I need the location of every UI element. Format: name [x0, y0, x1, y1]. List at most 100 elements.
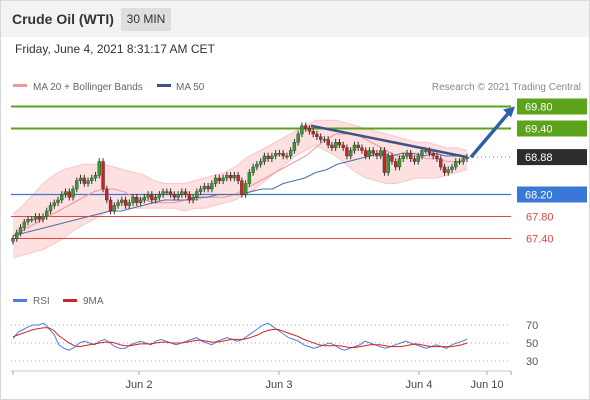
candle-body — [161, 191, 165, 195]
candle-body — [146, 194, 150, 198]
candle-body — [330, 144, 334, 148]
candle-body — [71, 188, 75, 198]
timeframe-button[interactable]: 30 MIN — [121, 8, 171, 31]
candle-body — [101, 161, 105, 190]
candle-body — [217, 177, 222, 181]
x-tick-label: Jun 4 — [406, 379, 433, 391]
header-bar: Crude Oil (WTI) 30 MIN — [1, 1, 589, 37]
level-label-68-20: 68.20 — [525, 190, 553, 202]
rsi-panel: 70 50 30 — [11, 320, 538, 368]
candle-body — [356, 144, 360, 148]
level-label-69-80: 69.80 — [525, 102, 553, 114]
level-label-box-69-80 — [517, 98, 587, 115]
candle-body — [341, 144, 345, 148]
ma20-legend-swatch — [13, 84, 27, 87]
bollinger-upper-line — [12, 119, 468, 215]
candle-body — [33, 216, 38, 220]
candle-body — [45, 210, 49, 217]
candle-body — [292, 142, 297, 151]
candle-body — [15, 232, 19, 239]
candle-body — [266, 155, 270, 159]
candlesticks — [11, 122, 469, 245]
instrument-title: Crude Oil (WTI) — [12, 11, 114, 27]
candle-body — [439, 158, 443, 168]
candle-body — [371, 150, 375, 154]
forecast-arrow-shaft — [469, 111, 511, 159]
candle-body — [63, 191, 68, 195]
rsi-tick-label-30: 30 — [526, 356, 538, 368]
ma20-line — [12, 133, 468, 237]
candle-body — [198, 188, 203, 192]
rsi-tick-label-50: 50 — [526, 338, 538, 350]
candle-body — [258, 161, 263, 165]
candle-body — [281, 153, 285, 157]
level-label-67-80: 67.80 — [526, 212, 554, 224]
candle-body — [315, 133, 319, 137]
candle-body — [11, 238, 15, 242]
candle-body — [277, 153, 282, 155]
candle-body — [172, 194, 177, 198]
candle-body — [262, 155, 267, 162]
candle-body — [41, 216, 45, 220]
candle-body — [243, 183, 248, 195]
candle-body — [236, 175, 240, 181]
candle-body — [30, 219, 34, 221]
rsi-tick-label-70: 70 — [526, 320, 538, 332]
candle-body — [333, 142, 338, 148]
candle-body — [386, 155, 390, 173]
candle-body — [446, 169, 450, 173]
trendline — [310, 124, 468, 159]
candle-body — [348, 150, 353, 157]
candle-body — [273, 153, 278, 157]
candle-body — [127, 202, 132, 206]
ma50-legend-label: MA 50 — [176, 82, 205, 93]
candle-body — [221, 177, 225, 181]
candle-body — [116, 202, 120, 206]
candle-body — [225, 175, 229, 179]
ma50-legend-swatch — [157, 84, 171, 87]
bollinger-fill — [13, 120, 467, 258]
level-label-box-69-40 — [517, 120, 587, 137]
candle-body — [450, 166, 454, 170]
candle-body — [442, 166, 447, 173]
candle-body — [285, 155, 289, 158]
level-label-box-68-20 — [517, 186, 587, 203]
candle-body — [409, 153, 413, 159]
candle-body — [431, 153, 435, 157]
rsi-legend-swatch — [13, 299, 27, 302]
candle-body — [138, 199, 143, 203]
candle-body — [420, 150, 424, 157]
level-label-69-40: 69.40 — [525, 124, 553, 136]
candle-body — [457, 161, 462, 163]
candle-body — [397, 158, 402, 168]
candle-body — [18, 227, 23, 234]
candle-body — [307, 128, 312, 132]
bollinger-bands — [12, 119, 468, 259]
candle-body — [322, 139, 327, 141]
candle-body — [228, 175, 233, 179]
x-tick-label: Jun 3 — [266, 379, 293, 391]
x-tick-label: Jun 2 — [126, 379, 153, 391]
candle-body — [108, 199, 113, 212]
candle-body — [165, 191, 169, 193]
rsi-ma-legend-label: 9MA — [83, 296, 104, 307]
candle-body — [318, 136, 323, 140]
candle-body — [296, 133, 300, 143]
candle-body — [93, 175, 98, 179]
candle-body — [180, 191, 184, 195]
candle-body — [300, 125, 304, 135]
candle-body — [191, 197, 195, 201]
candle-body — [270, 155, 274, 159]
candle-body — [26, 219, 30, 223]
candle-body — [60, 194, 64, 201]
candle-body — [326, 139, 330, 146]
forecast-arrow-head — [503, 106, 515, 118]
candle-body — [375, 153, 379, 157]
level-label-67-40: 67.40 — [526, 234, 554, 246]
candle-body — [210, 183, 214, 190]
candle-body — [435, 155, 439, 159]
chart-area: MA 20 + Bollinger Bands MA 50 Research ©… — [11, 82, 587, 391]
candle-body — [360, 147, 364, 151]
bollinger-lower-line — [12, 144, 468, 259]
candle-body — [412, 158, 417, 162]
